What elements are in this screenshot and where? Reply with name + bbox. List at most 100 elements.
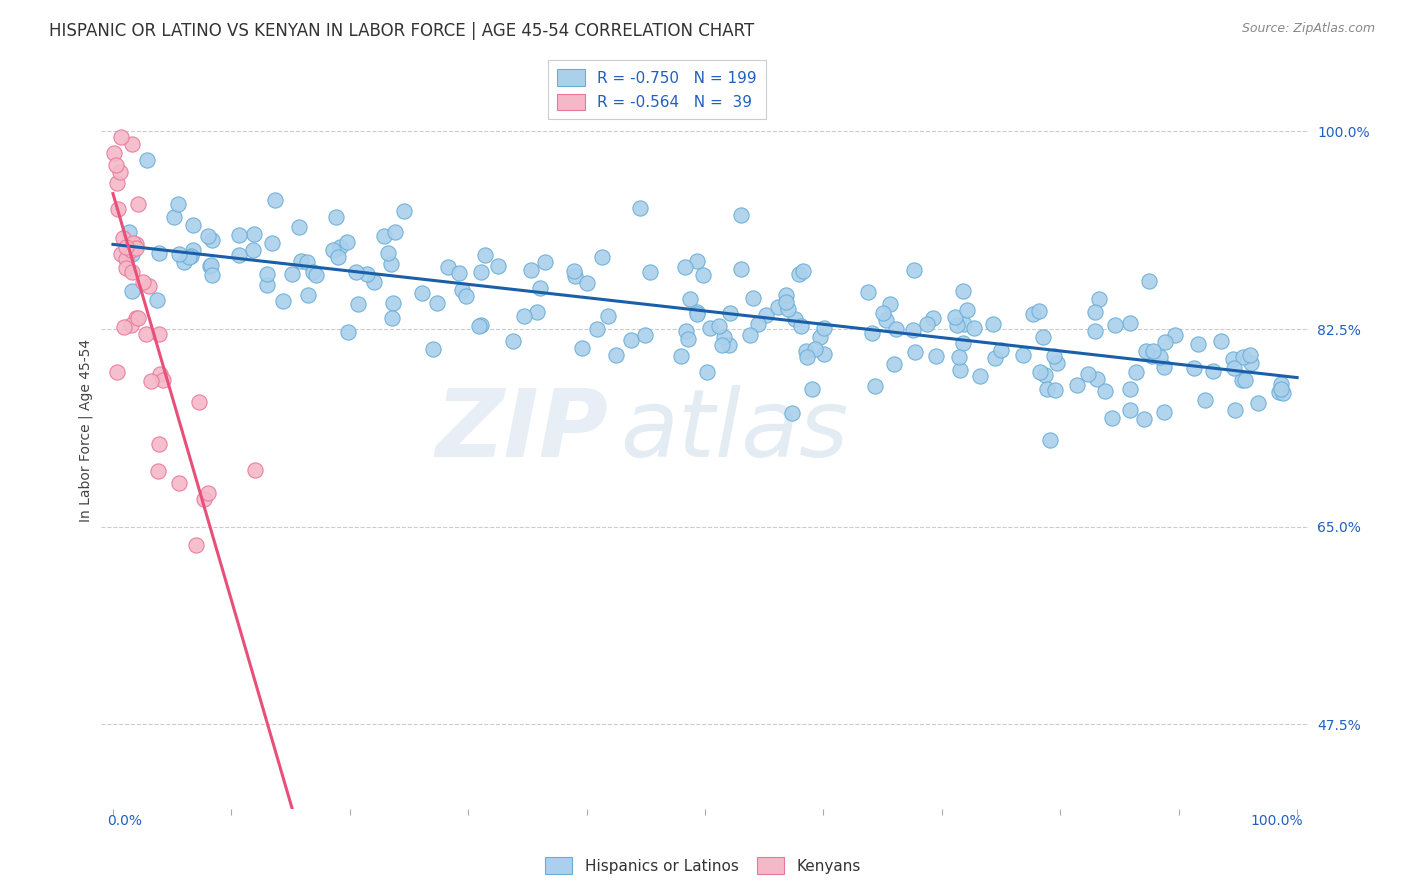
Point (685, 253, 707, 268)
Point (598, 310, 620, 324)
Point (280, 267, 302, 281)
Point (1187, 337, 1209, 351)
Point (454, 288, 477, 302)
Point (605, 348, 627, 362)
Point (586, 321, 609, 335)
Point (256, 277, 278, 292)
Point (1087, 372, 1109, 386)
Point (526, 305, 548, 319)
Point (1084, 324, 1107, 338)
Point (112, 320, 135, 334)
Point (730, 208, 752, 222)
Point (263, 193, 285, 207)
Point (513, 309, 536, 323)
Point (1234, 373, 1257, 387)
Point (121, 246, 143, 260)
Point (1209, 334, 1232, 348)
Point (953, 317, 976, 331)
Point (290, 254, 312, 268)
Point (228, 228, 250, 243)
Point (1094, 384, 1116, 398)
Point (1133, 412, 1156, 426)
Point (952, 336, 974, 351)
Point (121, 137, 143, 152)
Point (810, 329, 832, 343)
Point (193, 491, 215, 506)
Point (121, 284, 143, 298)
Point (943, 310, 966, 325)
Point (183, 244, 205, 258)
Point (776, 301, 799, 316)
Point (529, 281, 551, 295)
Point (105, 365, 128, 379)
Point (1043, 349, 1066, 363)
Point (1270, 382, 1292, 396)
Point (952, 285, 974, 299)
Point (228, 248, 250, 262)
Point (713, 330, 735, 344)
Point (177, 250, 200, 264)
Point (288, 219, 311, 234)
Point (148, 436, 170, 450)
Point (108, 165, 131, 179)
Point (486, 260, 509, 274)
Point (256, 267, 278, 281)
Point (1125, 365, 1147, 379)
Point (1267, 384, 1289, 399)
Legend: R = -0.750   N = 199, R = -0.564   N =  39: R = -0.750 N = 199, R = -0.564 N = 39 (548, 60, 765, 120)
Point (122, 235, 145, 250)
Point (302, 265, 325, 279)
Point (107, 202, 129, 216)
Point (152, 373, 174, 387)
Point (1039, 433, 1062, 447)
Point (305, 268, 328, 282)
Point (1084, 305, 1107, 319)
Point (380, 256, 402, 270)
Point (384, 225, 406, 239)
Point (138, 279, 160, 293)
Point (381, 310, 404, 325)
Point (136, 153, 159, 167)
Point (120, 243, 142, 257)
Point (1239, 348, 1261, 362)
Point (188, 395, 211, 409)
Point (474, 247, 496, 261)
Point (686, 305, 709, 319)
Point (1140, 349, 1163, 363)
Point (297, 287, 319, 301)
Point (200, 260, 222, 274)
Point (813, 321, 835, 335)
Text: HISPANIC OR LATINO VS KENYAN IN LABOR FORCE | AGE 45-54 CORRELATION CHART: HISPANIC OR LATINO VS KENYAN IN LABOR FO… (49, 22, 755, 40)
Point (856, 285, 879, 299)
Point (344, 265, 367, 279)
Point (534, 255, 557, 269)
Point (1118, 316, 1140, 330)
Point (676, 332, 699, 346)
Point (502, 334, 524, 349)
Y-axis label: In Labor Force | Age 45-54: In Labor Force | Age 45-54 (79, 339, 93, 522)
Point (1119, 402, 1142, 417)
Point (800, 382, 823, 396)
Point (121, 265, 143, 279)
Point (742, 291, 765, 305)
Point (127, 311, 149, 326)
Point (984, 351, 1007, 365)
Point (718, 306, 741, 320)
Point (1230, 373, 1253, 387)
Point (686, 307, 709, 321)
Point (775, 287, 797, 301)
Point (1043, 383, 1066, 397)
Point (1022, 307, 1045, 321)
Point (451, 284, 474, 298)
Point (1240, 356, 1263, 370)
Point (1101, 410, 1123, 425)
Point (1202, 364, 1225, 378)
Point (1225, 402, 1247, 417)
Point (747, 317, 769, 331)
Point (124, 310, 146, 325)
Point (901, 323, 924, 337)
Point (183, 219, 205, 233)
Point (633, 327, 655, 342)
Point (1119, 382, 1142, 396)
Point (411, 285, 433, 300)
